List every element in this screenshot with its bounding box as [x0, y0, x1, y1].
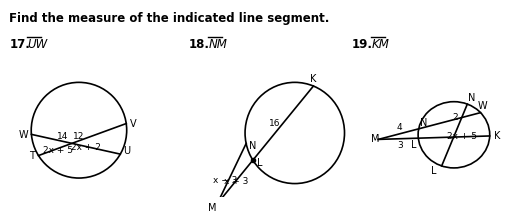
Text: U: U [123, 146, 130, 156]
Text: x − 3: x − 3 [213, 176, 237, 185]
Text: N: N [468, 93, 475, 103]
Text: 18.: 18. [189, 38, 210, 51]
Text: 2x + 5: 2x + 5 [43, 146, 73, 155]
Text: 14: 14 [57, 131, 68, 141]
Text: M: M [371, 134, 380, 144]
Text: 2x + 2: 2x + 2 [71, 144, 101, 153]
Text: W: W [478, 101, 487, 111]
Text: K: K [310, 74, 317, 84]
Text: Find the measure of the indicated line segment.: Find the measure of the indicated line s… [9, 12, 330, 25]
Text: N: N [420, 118, 427, 128]
Text: L: L [410, 140, 416, 150]
Text: K: K [495, 131, 501, 141]
Text: NM: NM [208, 38, 227, 51]
Text: x + 3: x + 3 [224, 177, 249, 186]
Text: 4: 4 [397, 123, 402, 132]
Text: L: L [431, 166, 436, 176]
Text: 2x + 5: 2x + 5 [447, 132, 477, 141]
Text: 3: 3 [398, 141, 403, 150]
Text: 2: 2 [453, 112, 458, 122]
Text: W: W [18, 130, 28, 140]
Text: M: M [208, 203, 217, 213]
Text: N: N [249, 141, 257, 151]
Text: 17.: 17. [9, 38, 30, 51]
Text: V: V [130, 119, 136, 130]
Text: KM: KM [371, 38, 389, 51]
Text: L: L [257, 158, 263, 168]
Text: UW: UW [27, 38, 48, 51]
Text: T: T [29, 151, 34, 161]
Text: 19.: 19. [352, 38, 373, 51]
Text: 16: 16 [269, 119, 281, 128]
Text: 12: 12 [73, 132, 84, 141]
